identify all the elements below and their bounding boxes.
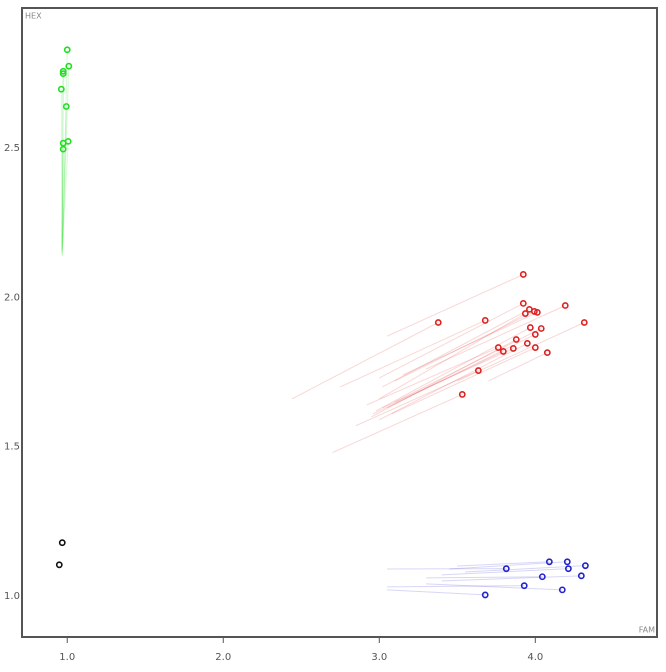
x-tick-label: 3.0 (371, 652, 387, 663)
plot-frame (22, 8, 657, 637)
x-tick-label: 2.0 (215, 652, 231, 663)
y-tick-label: 1.0 (4, 591, 20, 602)
x-axis-label: FAM (639, 626, 655, 635)
x-tick-label: 1.0 (59, 652, 75, 663)
y-tick-label: 2.5 (4, 143, 20, 154)
y-tick-label: 2.0 (4, 292, 20, 303)
y-tick-label: 1.5 (4, 442, 20, 453)
x-tick-label: 4.0 (527, 652, 543, 663)
y-axis-label: HEX (25, 12, 42, 21)
